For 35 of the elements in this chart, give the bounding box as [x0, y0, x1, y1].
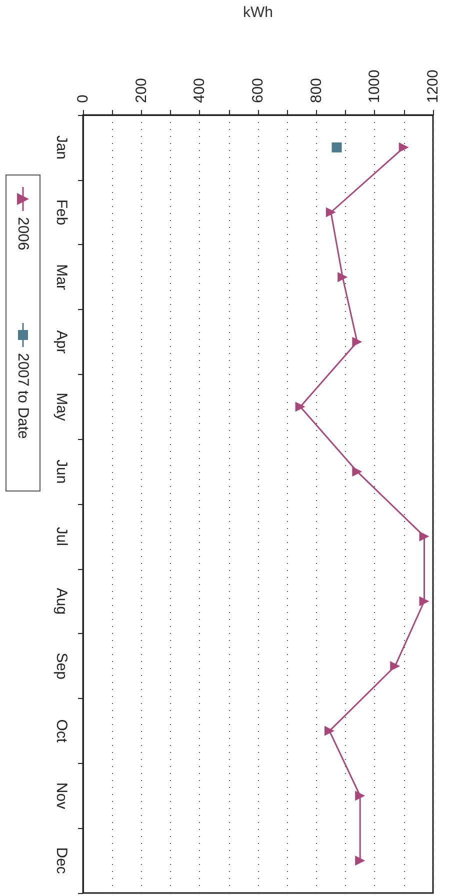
y-tick-label: May	[53, 392, 70, 422]
point	[332, 142, 342, 152]
x-tick-label: 1000	[366, 70, 384, 103]
point	[326, 207, 336, 218]
x-tick-label: 200	[132, 78, 150, 103]
y-tick-label: Jun	[53, 459, 70, 484]
x-tick-label: 800	[308, 78, 325, 103]
point	[398, 142, 409, 152]
y-tick-label: Oct	[53, 719, 70, 744]
y-tick-label: Feb	[53, 199, 70, 226]
x-tick-label: 1200	[424, 70, 442, 103]
point	[324, 726, 334, 736]
x-tick-label: 600	[250, 78, 266, 103]
x-tick-label: 400	[191, 78, 208, 103]
point	[355, 790, 366, 801]
y-tick-label: Jan	[53, 135, 70, 160]
y-tick-label: Aug	[53, 588, 70, 615]
legend-label: 2006	[14, 217, 32, 250]
y-tick-label: Dec	[53, 847, 70, 874]
point	[419, 531, 430, 542]
point	[352, 466, 362, 477]
x-axis-title: kWh	[243, 4, 273, 21]
y-tick-label: Jul	[53, 526, 70, 546]
point	[352, 336, 362, 347]
point	[419, 596, 430, 606]
point	[295, 402, 306, 412]
y-tick-label: Apr	[53, 330, 70, 354]
point	[338, 272, 348, 282]
point	[355, 856, 366, 866]
y-tick-label: Sep	[53, 652, 70, 680]
y-tick-label: Mar	[53, 264, 70, 290]
point	[390, 661, 400, 672]
legend-label: 2007 to Date	[14, 353, 32, 439]
x-tick-label: 0	[74, 94, 92, 103]
y-tick-label: Nov	[53, 782, 70, 810]
